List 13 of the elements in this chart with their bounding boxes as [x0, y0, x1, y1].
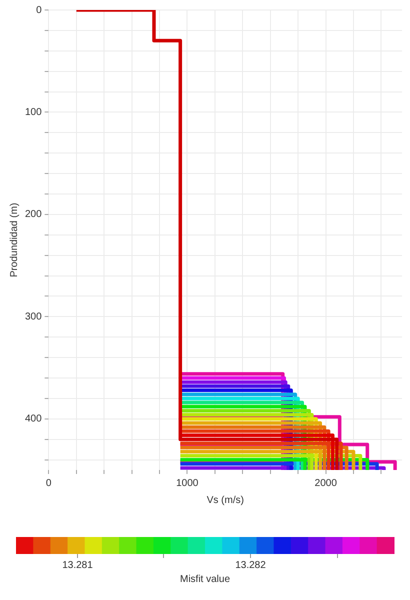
y-tick-label: 0: [36, 4, 42, 16]
x-axis-title: Vs (m/s): [206, 494, 244, 506]
y-tick-label: 400: [24, 414, 42, 425]
x-tick-label: 0: [46, 478, 52, 489]
x-tick-label: 1000: [176, 478, 199, 489]
y-axis-title: Produndidad (m): [8, 202, 20, 278]
x-tick-label: 2000: [314, 478, 338, 489]
color-bar-title: Misfit value: [180, 574, 230, 585]
y-tick-label: 100: [24, 106, 42, 118]
y-tick-label: 300: [24, 311, 42, 322]
color-bar-label: 13.282: [235, 560, 266, 571]
y-tick-label: 200: [24, 209, 42, 220]
color-bar-label: 13.281: [62, 560, 94, 571]
